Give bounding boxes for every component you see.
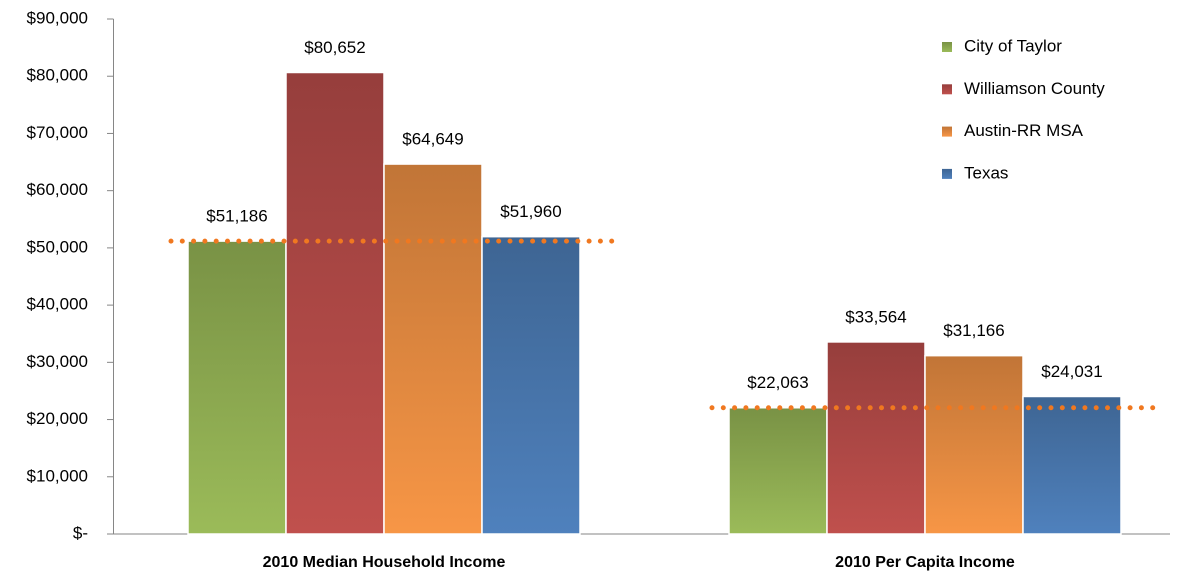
- y-tick-label: $50,000: [27, 237, 88, 256]
- data-label: $31,166: [943, 321, 1004, 340]
- data-label: $80,652: [304, 38, 365, 57]
- legend-marker: [942, 168, 952, 179]
- bar: [481, 235, 581, 535]
- data-label: $64,649: [402, 130, 463, 149]
- legend-label: Texas: [964, 163, 1008, 182]
- legend-label: City of Taylor: [964, 36, 1062, 55]
- legend-marker: [942, 42, 952, 52]
- bar: [285, 71, 385, 535]
- bar: [383, 163, 483, 535]
- x-tick-label: 2010 Per Capita Income: [835, 554, 1015, 571]
- y-tick-label: $60,000: [27, 180, 88, 199]
- data-label: $24,031: [1041, 362, 1102, 381]
- bar: [187, 240, 287, 535]
- data-label: $51,186: [206, 207, 267, 226]
- bar: [924, 354, 1024, 535]
- y-tick-label: $70,000: [27, 123, 88, 142]
- data-label: $33,564: [845, 307, 906, 326]
- data-label: $22,063: [747, 373, 808, 392]
- y-tick-label: $90,000: [27, 8, 88, 27]
- legend-marker: [942, 84, 952, 95]
- y-tick-label: $40,000: [27, 295, 88, 314]
- data-label: $51,960: [500, 202, 561, 221]
- y-tick-label: $30,000: [27, 352, 88, 371]
- bar: [728, 407, 828, 535]
- bar: [1022, 395, 1122, 535]
- legend-label: Austin-RR MSA: [964, 121, 1084, 140]
- y-tick-label: $20,000: [27, 409, 88, 428]
- bar: [826, 341, 926, 535]
- y-tick-label: $10,000: [27, 466, 88, 485]
- x-tick-label: 2010 Median Household Income: [263, 554, 506, 571]
- legend-marker: [942, 126, 952, 137]
- y-tick-label: $-: [73, 523, 88, 542]
- y-tick-label: $80,000: [27, 66, 88, 85]
- legend-label: Williamson County: [964, 79, 1105, 98]
